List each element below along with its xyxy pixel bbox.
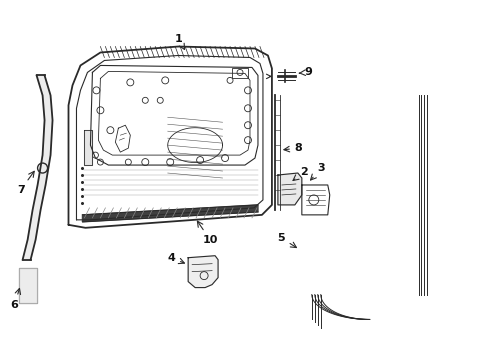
- Text: 7: 7: [17, 171, 34, 195]
- Polygon shape: [22, 75, 52, 260]
- Polygon shape: [82, 205, 258, 222]
- Polygon shape: [188, 256, 218, 288]
- Bar: [19, 268, 37, 302]
- Polygon shape: [84, 130, 92, 165]
- Text: 4: 4: [167, 253, 184, 264]
- Text: 1: 1: [174, 33, 184, 49]
- Text: 6: 6: [11, 288, 20, 310]
- Bar: [232, 68, 247, 78]
- Text: 3: 3: [310, 163, 325, 180]
- Text: 9: 9: [299, 67, 312, 77]
- Polygon shape: [19, 268, 37, 302]
- Text: 2: 2: [292, 167, 307, 180]
- Text: 5: 5: [277, 233, 296, 248]
- Text: 8: 8: [284, 143, 302, 153]
- Polygon shape: [277, 173, 301, 205]
- Text: 10: 10: [197, 221, 217, 245]
